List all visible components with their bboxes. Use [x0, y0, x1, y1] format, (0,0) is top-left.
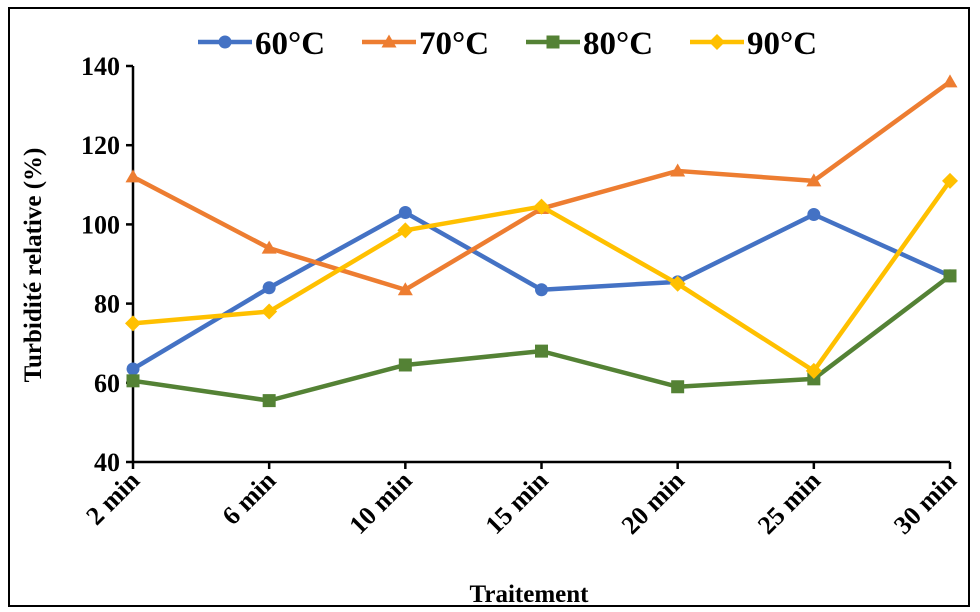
data-point-90c [942, 172, 958, 189]
data-point-90c [397, 222, 414, 239]
x-tick-label: 25 min [752, 465, 827, 540]
y-tick-label: 140 [81, 52, 120, 81]
legend-label-90c: 90°C [747, 26, 817, 62]
data-point-90c [261, 303, 278, 320]
data-point-70c [806, 173, 822, 187]
legend-label-60c: 60°C [255, 26, 325, 62]
x-tick-label: 20 min [616, 465, 691, 540]
data-point-70c [261, 240, 277, 254]
x-tick-label: 15 min [480, 465, 555, 540]
data-point-70c [942, 74, 958, 88]
y-tick-label: 60 [94, 369, 120, 398]
y-tick-label: 40 [94, 448, 120, 477]
legend-marker-60c [218, 35, 232, 49]
x-tick-label: 30 min [888, 465, 963, 540]
y-tick-label: 120 [81, 131, 120, 160]
data-point-80c [671, 380, 685, 394]
legend-marker-90c [709, 34, 725, 50]
data-point-80c [943, 269, 957, 283]
data-point-80c [398, 358, 412, 372]
data-point-60c [126, 362, 140, 376]
data-point-60c [807, 208, 821, 221]
data-point-60c [398, 206, 412, 220]
data-point-60c [535, 283, 548, 297]
legend: 60°C 70°C 80°C 90°C [198, 26, 817, 62]
data-point-90c [533, 198, 550, 215]
y-tick-label: 100 [81, 210, 120, 239]
data-point-90c [669, 275, 686, 292]
legend-marker-70c [381, 34, 397, 48]
y-tick-label: 80 [94, 290, 120, 319]
data-point-90c [805, 362, 822, 379]
data-point-70c [125, 169, 141, 183]
legend-label-70c: 70°C [419, 26, 489, 62]
x-tick-label: 10 min [343, 465, 418, 540]
x-axis-title: Traitement [470, 581, 590, 608]
x-tick-label: 6 min [216, 465, 281, 530]
data-point-70c [670, 163, 686, 177]
data-point-60c [262, 281, 276, 295]
chart-frame [8, 7, 970, 607]
data-point-70c [397, 282, 413, 296]
data-point-80c [262, 394, 276, 408]
data-point-80c [535, 344, 548, 358]
legend-label-80c: 80°C [583, 26, 653, 62]
data-point-80c [126, 374, 140, 388]
legend-marker-80c [546, 35, 560, 49]
series-line-70c [130, 79, 953, 292]
y-axis-title: Turbidité relative (%) [20, 148, 47, 383]
data-point-90c [125, 315, 141, 332]
